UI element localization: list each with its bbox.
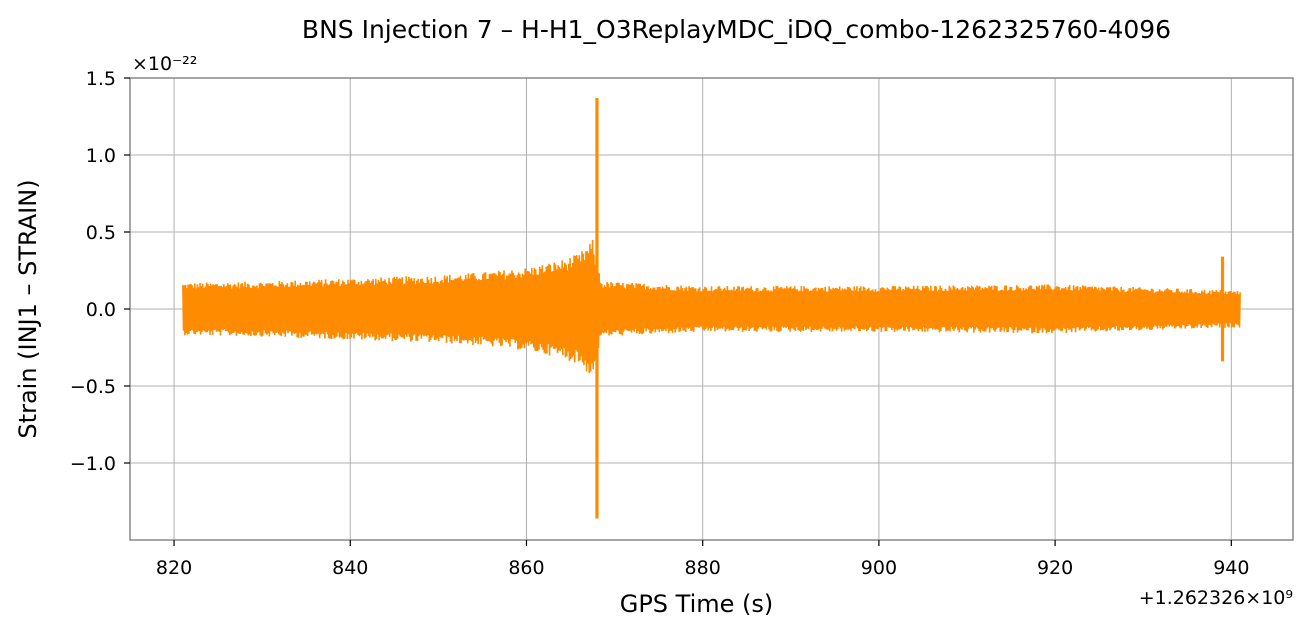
y-axis-label: Strain (INJ1 – STRAIN) bbox=[14, 179, 42, 438]
axis-ticks: 820 840 860 880 900 920 940 −1.0 −0.5 0.0 0.5 1.0 1.… bbox=[70, 68, 1250, 579]
strain-series bbox=[182, 98, 1241, 519]
strain-line bbox=[182, 240, 1241, 374]
y-tick-label: 1.5 bbox=[86, 68, 116, 90]
y-tick-label: 1.0 bbox=[86, 145, 116, 167]
x-tick-label: 840 bbox=[332, 557, 368, 579]
x-offset-label: +1.262326×10⁹ bbox=[1139, 587, 1293, 609]
y-tick-label: −1.0 bbox=[70, 453, 116, 475]
y-scale-factor: ×10⁻²² bbox=[132, 53, 197, 75]
x-tick-label: 880 bbox=[685, 557, 721, 579]
chart-title: BNS Injection 7 – H-H1_O3ReplayMDC_iDQ_c… bbox=[302, 15, 1171, 44]
x-tick-label: 940 bbox=[1213, 557, 1249, 579]
x-axis-label: GPS Time (s) bbox=[620, 590, 774, 618]
y-tick-label: 0.0 bbox=[86, 299, 116, 321]
x-tick-label: 900 bbox=[861, 557, 897, 579]
y-tick-label: 0.5 bbox=[86, 222, 116, 244]
x-tick-label: 920 bbox=[1037, 557, 1073, 579]
x-tick-label: 860 bbox=[508, 557, 544, 579]
y-tick-label: −0.5 bbox=[70, 376, 116, 398]
x-tick-label: 820 bbox=[156, 557, 192, 579]
